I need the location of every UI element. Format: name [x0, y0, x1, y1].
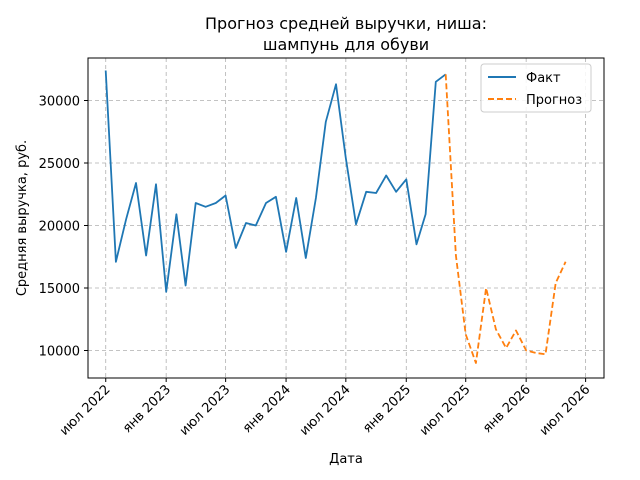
legend: Факт Прогноз: [480, 63, 592, 113]
y-tick-label: 30000: [39, 95, 80, 110]
x-tick-label: июл 2022: [57, 382, 114, 439]
chart-title-line-1: Прогноз средней выручки, ниша:: [205, 14, 487, 33]
series-line-fact: [104, 70, 447, 293]
y-tick-label: 10000: [39, 345, 80, 360]
x-tick-label: янв 2026: [480, 382, 534, 436]
x-tick-label: июл 2023: [177, 382, 234, 439]
x-tick-label: июл 2025: [417, 382, 474, 439]
y-tick-label: 20000: [39, 220, 80, 235]
y-tick-label: 25000: [39, 157, 80, 172]
x-axis-label: Дата: [329, 452, 363, 467]
y-tick-label: 15000: [39, 282, 80, 297]
x-tick-label: янв 2023: [120, 382, 174, 436]
chart-title-line-2: шампунь для обуви: [263, 35, 429, 54]
series-layer: [104, 70, 567, 364]
x-tick-label: июл 2024: [297, 382, 354, 439]
legend-label-fact: Факт: [526, 71, 561, 86]
x-tick-label: янв 2024: [240, 382, 294, 436]
series-line-forecast: [444, 74, 567, 364]
y-axis-label: Средняя выручка, руб.: [15, 140, 30, 296]
x-axis: июл 2022 янв 2023 июл 2023 янв 2024 июл 2024…: [57, 378, 593, 439]
y-axis: 10000 15000 20000 25000 30000: [39, 95, 88, 360]
legend-label-forecast: Прогноз: [526, 93, 582, 108]
x-tick-label: июл 2026: [537, 382, 594, 439]
x-tick-label: янв 2025: [360, 382, 414, 436]
